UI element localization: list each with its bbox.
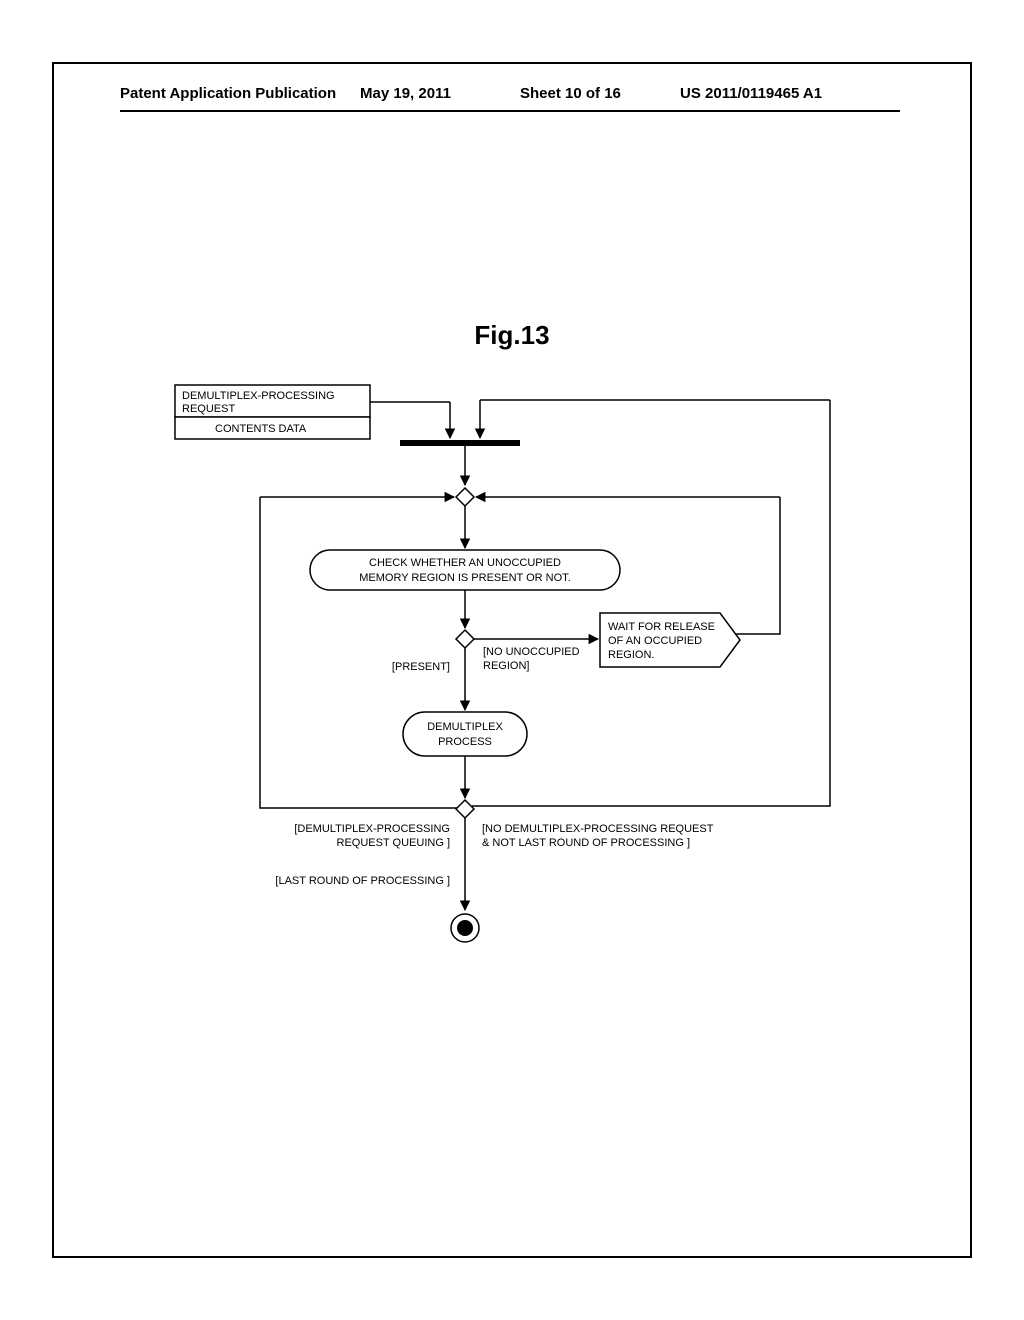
check-text-2: MEMORY REGION IS PRESENT OR NOT. [359, 572, 570, 584]
edge-wait-up-part [720, 497, 780, 634]
publication-label: Patent Application Publication [120, 85, 336, 102]
queuing-label-1: [DEMULTIPLEX-PROCESSING [294, 823, 450, 835]
queuing-label-2: REQUEST QUEUING ] [337, 837, 450, 849]
demux-node: DEMULTIPLEX PROCESS [403, 712, 527, 756]
no-request-label-1: [NO DEMULTIPLEX-PROCESSING REQUEST [482, 823, 714, 835]
decision-diamond-2 [456, 800, 474, 818]
no-region-label-2: REGION] [483, 660, 529, 672]
demux-text-2: PROCESS [438, 736, 492, 748]
input-line2: REQUEST [182, 403, 235, 415]
demux-text-1: DEMULTIPLEX [427, 721, 503, 733]
wait-text-2: OF AN OCCUPIED [608, 635, 702, 647]
no-region-label-1: [NO UNOCCUPIED [483, 646, 580, 658]
merge-diamond-1 [456, 488, 474, 506]
no-request-label-2: & NOT LAST ROUND OF PROCESSING ] [482, 837, 690, 849]
check-node: CHECK WHETHER AN UNOCCUPIED MEMORY REGIO… [310, 550, 620, 590]
last-round-label: [LAST ROUND OF PROCESSING ] [275, 875, 450, 887]
decision-diamond [456, 630, 474, 648]
publication-date: May 19, 2011 [360, 85, 451, 102]
input-box: DEMULTIPLEX-PROCESSING REQUEST CONTENTS … [175, 385, 370, 439]
edge-loop-left [260, 497, 458, 808]
flowchart: DEMULTIPLEX-PROCESSING REQUEST CONTENTS … [150, 380, 870, 1000]
page-header: Patent Application Publication May 19, 2… [120, 85, 900, 102]
application-number: US 2011/0119465 A1 [680, 85, 822, 102]
wait-text-1: WAIT FOR RELEASE [608, 621, 715, 633]
input-line3: CONTENTS DATA [215, 423, 307, 435]
input-line1: DEMULTIPLEX-PROCESSING [182, 390, 335, 402]
edge-loop-right-top [472, 400, 830, 806]
wait-text-3: REGION. [608, 649, 654, 661]
end-node-inner [457, 920, 473, 936]
sync-bar [400, 440, 520, 446]
header-rule [120, 110, 900, 112]
figure-title: Fig.13 [0, 320, 1024, 351]
sheet-label: Sheet 10 of 16 [520, 85, 621, 102]
present-label: [PRESENT] [392, 661, 450, 673]
wait-node: WAIT FOR RELEASE OF AN OCCUPIED REGION. [600, 613, 740, 667]
check-text-1: CHECK WHETHER AN UNOCCUPIED [369, 557, 561, 569]
